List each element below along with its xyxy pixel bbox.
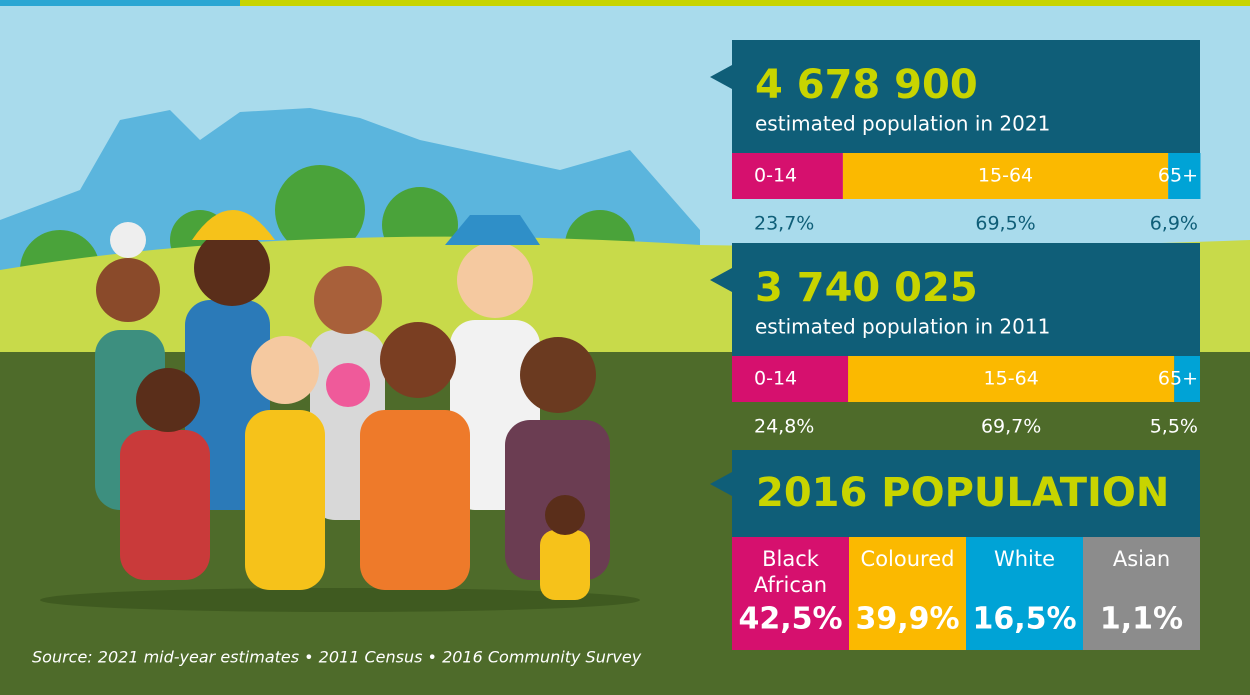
age-percent: 6,9% <box>1150 213 1198 235</box>
age-percent: 5,5% <box>1150 416 1198 438</box>
age-percent: 23,7% <box>754 213 814 235</box>
group-name: Asian <box>1113 547 1170 571</box>
pop-title: 2016 POPULATION <box>756 470 1169 516</box>
age-label: 15-64 <box>978 165 1033 187</box>
stat-subtitle: estimated population in 2021 <box>755 112 1050 136</box>
group-name: Coloured <box>861 547 955 571</box>
age-label: 65+ <box>1158 368 1198 390</box>
age-label: 0-14 <box>754 165 797 187</box>
age-label: 65+ <box>1158 165 1198 187</box>
top-tab <box>0 0 240 6</box>
age-label: 15-64 <box>984 368 1039 390</box>
stat-title: 3 740 025 <box>755 265 978 311</box>
age-label: 0-14 <box>754 368 797 390</box>
age-percent: 69,7% <box>981 416 1041 438</box>
source: Source: 2021 mid-year estimates • 2011 C… <box>32 648 642 667</box>
group-percent: 16,5% <box>972 602 1076 637</box>
group-percent: 39,9% <box>855 602 959 637</box>
stat-title: 4 678 900 <box>755 62 978 108</box>
page: Source: 2021 mid-year estimates • 2011 C… <box>0 0 1250 695</box>
age-percent: 69,5% <box>975 213 1035 235</box>
infographic: Source: 2021 mid-year estimates • 2011 C… <box>0 0 1250 695</box>
age-percent: 24,8% <box>754 416 814 438</box>
stat-subtitle: estimated population in 2011 <box>755 315 1050 339</box>
group-percent: 1,1% <box>1100 602 1183 637</box>
group-percent: 42,5% <box>738 602 842 637</box>
group-name: White <box>994 547 1055 571</box>
